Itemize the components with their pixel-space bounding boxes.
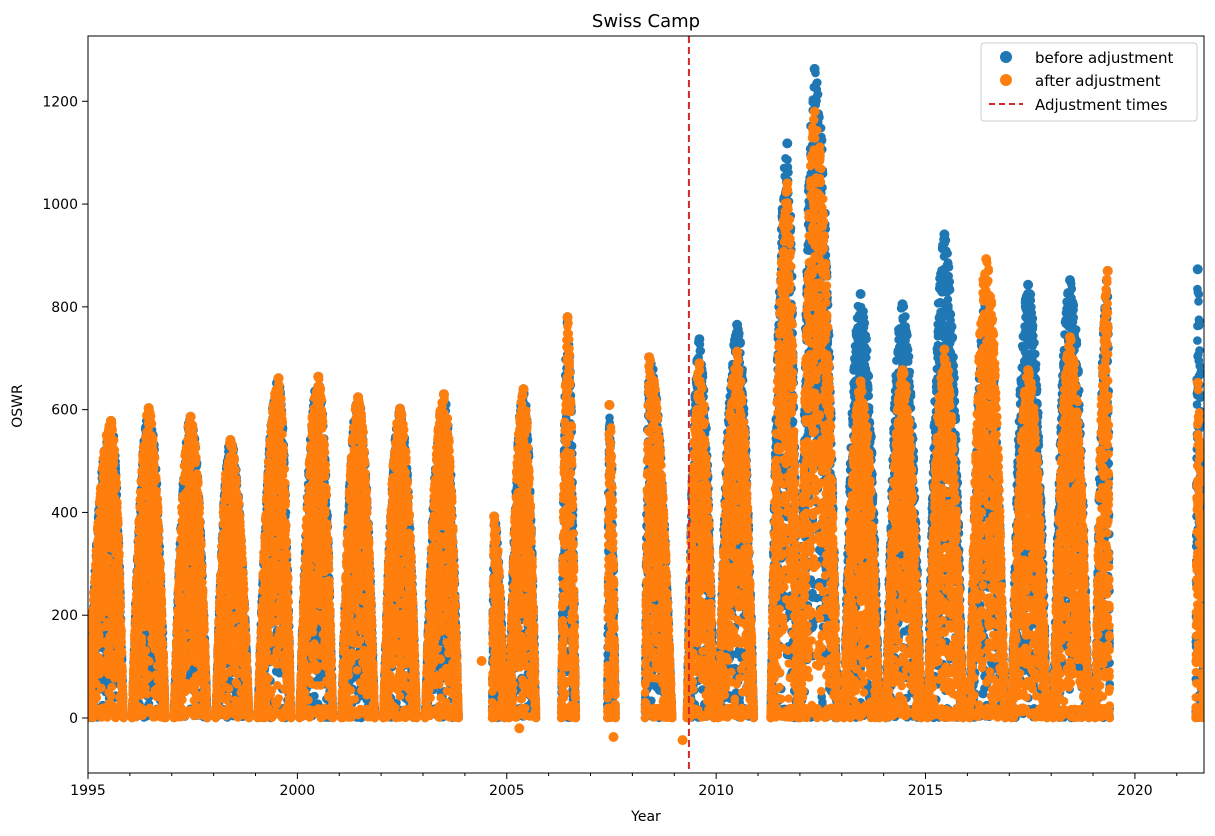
- data-point: [100, 677, 109, 686]
- chart-title: Swiss Camp: [592, 11, 700, 32]
- plot-area: [88, 36, 1204, 773]
